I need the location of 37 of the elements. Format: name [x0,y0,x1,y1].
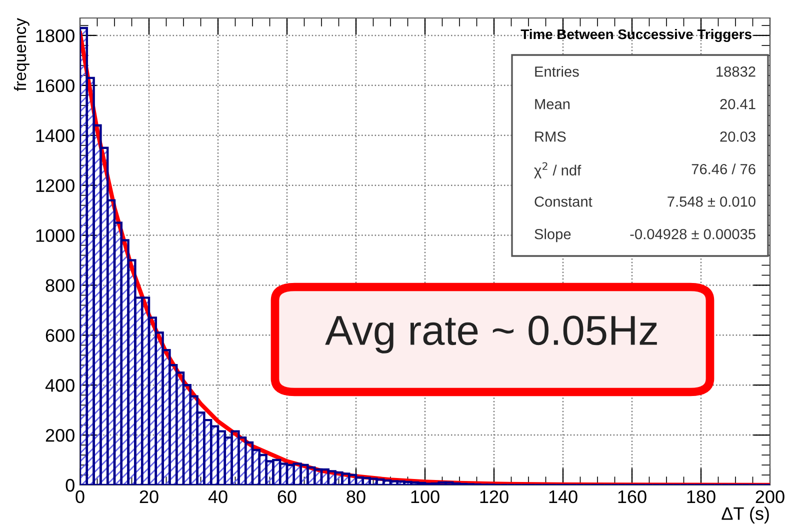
annotation: Mean [535,99,570,110]
x-tick-label: 180 [687,490,716,504]
y-tick-label: 400 [45,379,74,392]
annotation: Constant [534,196,592,207]
annotation: Avg rate ~ 0.05Hz [325,316,657,354]
annotation: -0.04928 ± 0.00035 [630,228,756,240]
x-tick-label: 0 [76,490,84,504]
y-tick-label: 200 [46,428,74,442]
x-axis-title: ΔT (s) [722,506,769,524]
annotation: Entries [535,66,579,77]
text: Time Between Successive Triggers [520,28,752,42]
annotation: 76.46 / 76 [692,164,756,174]
annotation: χ$^{2}$ / ndf [534,162,582,178]
x-tick-label: 80 [346,490,366,504]
y-tick-label: 800 [46,279,74,292]
y-tick-label: 1800 [36,29,74,42]
x-tick-label: 20 [140,490,158,504]
x-tick-label: 140 [549,490,578,504]
x-tick-label: 160 [618,490,646,504]
y-tick-label: 1400 [36,129,74,142]
x-tick-label: 120 [480,490,508,504]
y-tick-label: 1200 [36,179,74,192]
y-tick-label: 1000 [36,229,74,242]
annotation: 7.548 ± 0.010 [668,196,756,207]
annotation: RMS [535,131,566,142]
x-tick-label: 40 [208,490,228,504]
y-axis-title: frequency [14,18,30,91]
x-tick-label: 200 [756,490,784,504]
y-tick-label: 0 [66,478,74,492]
annotation: 20.41 [720,98,756,110]
y-tick-label: 600 [46,329,74,342]
annotation: 20.03 [720,131,756,142]
y-tick-label: 1600 [36,79,74,92]
annotation: 18832 [716,66,756,77]
x-tick-label: 60 [278,490,296,504]
x-tick-label: 100 [411,490,440,504]
annotation: Slope [534,228,571,242]
